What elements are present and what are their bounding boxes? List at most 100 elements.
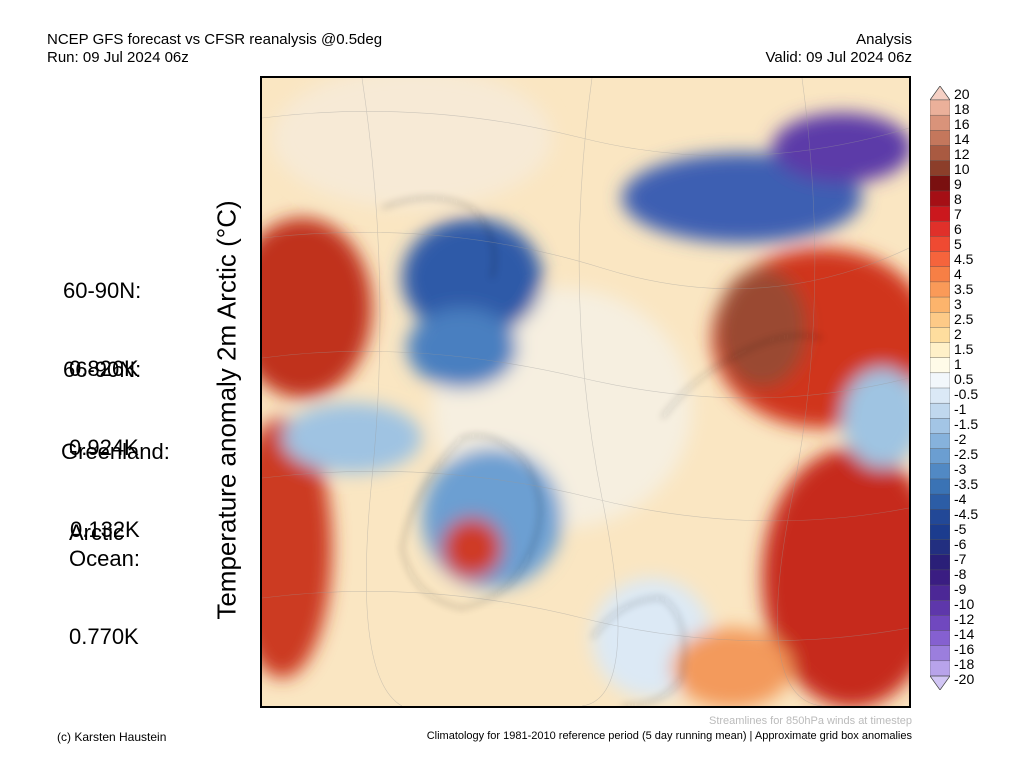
colorbar-tick-label: 4.5: [954, 251, 974, 267]
colorbar-bin: [929, 357, 951, 374]
colorbar-tick-label: -2: [954, 431, 967, 447]
neutral-area-north: [272, 78, 552, 208]
colorbar-tick-label: 20: [954, 86, 970, 102]
colorbar-bin: [929, 296, 951, 313]
colorbar-svg: [929, 85, 951, 691]
stat-arctic-ocean: Arctic Ocean: 0.770K: [69, 468, 140, 676]
colorbar-bin: [929, 175, 951, 192]
very-cold-area-northeast: [772, 113, 909, 183]
warm-area-northwest: [262, 218, 372, 398]
header-right: Analysis Valid: 09 Jul 2024 06z: [766, 31, 913, 67]
colorbar-bin: [929, 99, 951, 116]
colorbar-tick-label: -20: [954, 671, 975, 687]
anomaly-map: [260, 76, 911, 708]
colorbar-bin: [929, 448, 951, 465]
stat-label: Arctic Ocean:: [69, 520, 140, 571]
colorbar-tick-label: 2.5: [954, 311, 974, 327]
colorbar-bin: [929, 236, 951, 253]
colorbar-tick-label: -1: [954, 401, 967, 417]
cool-area-east: [842, 368, 909, 468]
warm-area-west: [262, 418, 332, 678]
colorbar-tick-label: -9: [954, 581, 967, 597]
colorbar-bin: [929, 281, 951, 298]
colorbar-tick-label: 16: [954, 116, 970, 132]
colorbar-tick-label: -5: [954, 521, 967, 537]
vertical-title: Temperature anomaly 2m Arctic (°C): [211, 200, 242, 620]
colorbar-bin: [929, 524, 951, 541]
colorbar-bin: [929, 342, 951, 359]
header-left: NCEP GFS forecast vs CFSR reanalysis @0.…: [47, 31, 382, 67]
colorbar-tick-label: 7: [954, 206, 962, 222]
colorbar-bin: [929, 630, 951, 647]
warm-area-southeast: [762, 448, 909, 706]
colorbar-bin: [929, 387, 951, 404]
colorbar-bin: [929, 312, 951, 328]
cold-area-islands: [407, 308, 517, 388]
wind-streamlines: [262, 78, 909, 706]
colorbar-tick-label: 3: [954, 296, 962, 312]
warm-area-south: [672, 628, 792, 706]
climatology-note: Climatology for 1981-2010 reference peri…: [426, 730, 912, 742]
colorbar-tick-label: -2.5: [954, 446, 979, 462]
cool-area-bay: [282, 403, 422, 473]
stat-value: 0.924K: [69, 435, 139, 460]
colorbar-bin: [929, 266, 951, 283]
colorbar-bin: [929, 615, 951, 632]
colorbar-tick-label: 12: [954, 146, 970, 162]
colorbar-tick-label: 10: [954, 161, 970, 177]
colorbar-bin: [929, 130, 951, 146]
stat-value: 0.826K: [69, 356, 139, 381]
colorbar-bin: [929, 584, 951, 601]
colorbar-tick-label: -14: [954, 626, 975, 642]
stat-value: 0.132K: [70, 517, 140, 542]
colorbar-tick-label: 3.5: [954, 281, 974, 297]
stat-label: 60-90N:: [63, 278, 142, 303]
colorbar-bin: [929, 372, 951, 389]
colorbar-tick-label: -3: [954, 461, 967, 477]
colorbar-tick-label: 2: [954, 326, 962, 342]
colorbar-tick-label: -18: [954, 656, 975, 672]
map-canvas: [262, 78, 909, 706]
valid-time: Valid: 09 Jul 2024 06z: [765, 49, 913, 66]
colorbar-bin: [929, 433, 951, 450]
colorbar-bin: [929, 660, 951, 677]
colorbar-tick-label: -3.5: [954, 476, 979, 492]
warm-area-greenland: [442, 518, 502, 578]
colorbar-tick-label: -8: [954, 566, 967, 582]
colorbar-tick-label: -16: [954, 641, 975, 657]
colorbar-bin: [929, 190, 951, 207]
mode-label: Analysis: [856, 31, 912, 48]
colorbar-tick-label: -4: [954, 491, 967, 507]
colorbar-tick-label: -7: [954, 551, 967, 567]
colorbar-bin: [929, 402, 951, 419]
colorbar-tick-label: -1.5: [954, 416, 979, 432]
stat-66-90n: 66-90N: 0.924K: [63, 305, 141, 487]
colorbar-bin: [929, 251, 951, 268]
colorbar-tick-label: -12: [954, 611, 975, 627]
anomaly-field: [262, 78, 909, 706]
colorbar-tick-label: -10: [954, 596, 975, 612]
colorbar-bin: [929, 327, 951, 344]
colorbar-tick-label: 6: [954, 221, 962, 237]
run-time: Run: 09 Jul 2024 06z: [47, 49, 189, 66]
colorbar-bin: [929, 493, 951, 510]
stat-greenland: Greenland: 0.132K: [61, 387, 170, 569]
stat-label: 66-90N:: [63, 357, 142, 382]
stat-60-90n: 60-90N: 0.826K: [63, 226, 141, 408]
colorbar-tick-label: 18: [954, 101, 970, 117]
colorbar-bin: [929, 569, 951, 586]
colorbar-tick-label: 14: [954, 131, 970, 147]
chart-title: NCEP GFS forecast vs CFSR reanalysis @0.…: [47, 31, 383, 48]
colorbar-tick-label: -6: [954, 536, 967, 552]
colorbar-tick-label: 5: [954, 236, 962, 252]
stat-value: 0.770K: [69, 624, 139, 649]
colorbar-tick-label: -4.5: [954, 506, 979, 522]
colorbar-tick-label: 9: [954, 176, 962, 192]
colorbar-bin: [929, 221, 951, 237]
colorbar-bin: [929, 554, 951, 571]
colorbar-bin: [929, 478, 951, 495]
cold-area-canada: [402, 218, 542, 338]
colorbar-tick-label: 0.5: [954, 371, 974, 387]
coastline-sketch: [381, 197, 823, 706]
colorbar-bin: [929, 509, 951, 525]
